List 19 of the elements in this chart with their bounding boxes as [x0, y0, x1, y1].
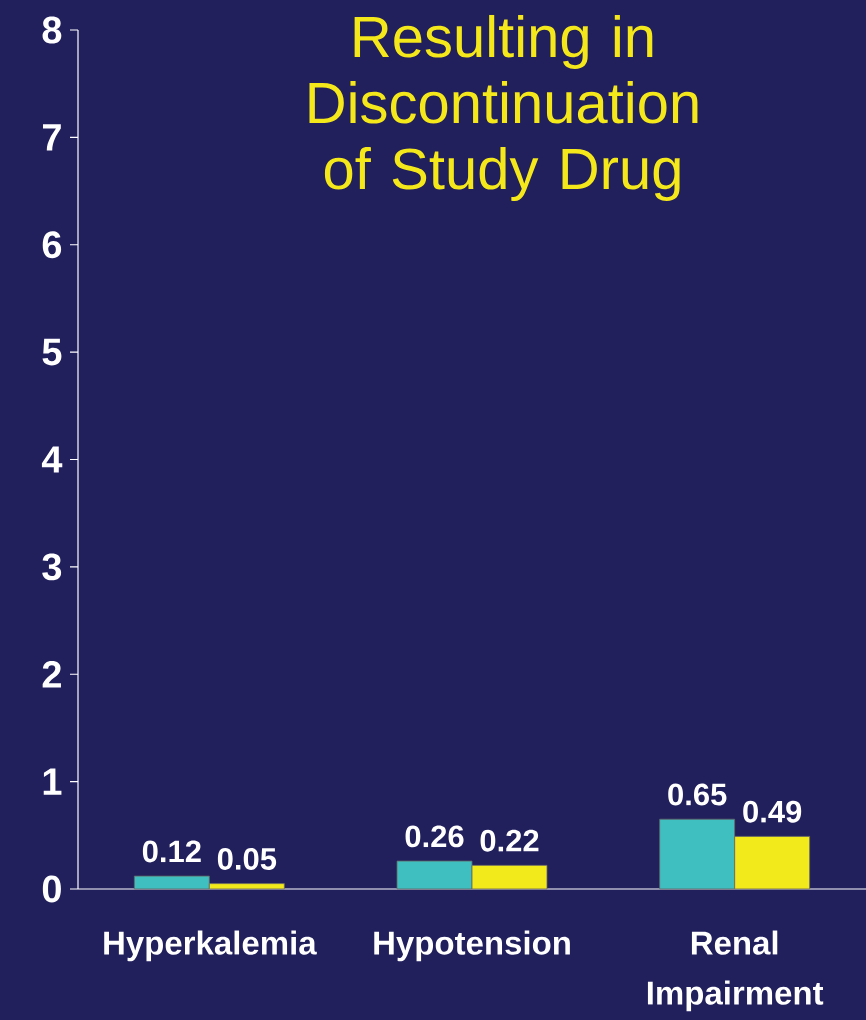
y-tick-label: 0: [42, 875, 61, 903]
data-label: 0.05: [217, 847, 277, 870]
data-label: 0.65: [668, 783, 727, 806]
y-tick-label: 2: [42, 660, 61, 688]
x-tick-label: Hyperkalemia: [104, 930, 317, 962]
y-tick-label: 8: [42, 16, 62, 44]
data-label: 0.26: [405, 825, 464, 848]
y-tick-label: 7: [42, 124, 61, 151]
data-label: 0.22: [480, 829, 539, 852]
x-tick-label: Renal Impairment: [647, 930, 824, 1012]
x-tick-label: Hypotension: [374, 930, 570, 962]
y-tick-label: 4: [41, 446, 63, 473]
data-label: 0.49: [743, 800, 802, 823]
data-label: 0.12: [142, 840, 201, 863]
y-tick-label: 1: [43, 768, 62, 795]
y-tick-label: 5: [42, 338, 62, 366]
text: Resulting in Discontinuation of Study Drug: [309, 14, 698, 202]
y-tick-label: 3: [42, 553, 62, 581]
y-tick-label: 6: [42, 231, 62, 259]
